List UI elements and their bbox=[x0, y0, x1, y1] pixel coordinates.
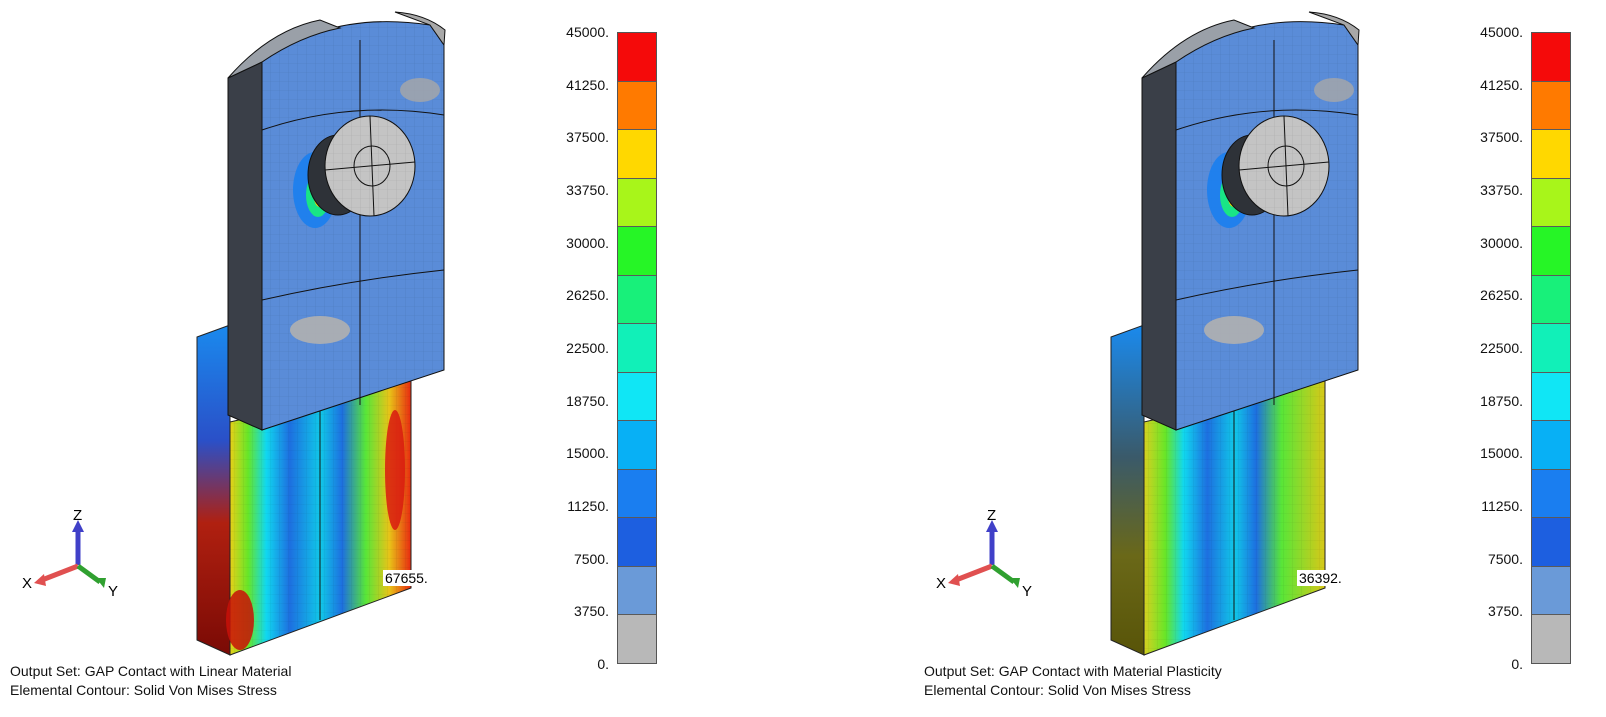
legend-label: 30000. bbox=[566, 234, 609, 251]
triad-y-label: Y bbox=[1022, 583, 1032, 600]
legend-swatch bbox=[618, 33, 656, 82]
legend-swatch bbox=[618, 275, 656, 325]
legend-label: 11250. bbox=[1481, 498, 1523, 514]
legend-label: 11250. bbox=[567, 498, 609, 514]
legend-swatch bbox=[1532, 421, 1570, 470]
legend-swatch bbox=[618, 178, 656, 228]
fe-model-view: Z X Y bbox=[22, 11, 446, 656]
legend-swatch bbox=[1532, 275, 1570, 325]
legend-label: 45000. bbox=[1480, 24, 1523, 40]
legend-label: 26250. bbox=[566, 287, 609, 304]
legend-label: 7500. bbox=[1487, 550, 1523, 567]
legend-swatch bbox=[1532, 81, 1570, 131]
triad-x-label: X bbox=[22, 575, 32, 592]
legend-color-bar bbox=[617, 32, 657, 664]
legend-label: 3750. bbox=[573, 603, 609, 620]
axis-triad: Z X Y bbox=[22, 507, 118, 600]
triad-x-label: X bbox=[936, 575, 946, 592]
output-set-caption: Output Set: GAP Contact with Material Pl… bbox=[924, 663, 1222, 679]
contour-caption: Elemental Contour: Solid Von Mises Stres… bbox=[924, 682, 1191, 698]
legend-label: 0. bbox=[597, 656, 609, 672]
legend-label: 41250. bbox=[1480, 76, 1523, 93]
contour-caption: Elemental Contour: Solid Von Mises Stres… bbox=[10, 682, 277, 698]
legend-label: 41250. bbox=[566, 76, 609, 93]
legend-label: 37500. bbox=[1480, 129, 1523, 146]
result-panel-linear: Z X Y 67655. 45000. 41250. 37500. 33750. 300… bbox=[10, 11, 657, 698]
legend-label: 45000. bbox=[566, 24, 609, 40]
max-stress-label: 36392. bbox=[1297, 570, 1344, 586]
legend-swatch bbox=[618, 469, 656, 519]
legend-label: 18750. bbox=[1480, 392, 1523, 409]
legend-swatch bbox=[618, 566, 656, 616]
legend-swatch bbox=[618, 130, 656, 179]
legend-swatch bbox=[618, 518, 656, 567]
legend-label: 15000. bbox=[566, 445, 609, 462]
result-panel-plasticity: Z X Y 36392. 45000. 41250. 37500. 33750. 300… bbox=[914, 0, 1606, 717]
legend-swatch bbox=[1532, 566, 1570, 616]
legend-swatch bbox=[618, 421, 656, 470]
legend-color-bar bbox=[1531, 32, 1571, 664]
legend-swatch bbox=[1532, 227, 1570, 276]
legend-label: 26250. bbox=[1480, 287, 1523, 304]
lower-block-side-face bbox=[196, 324, 231, 656]
legend-swatch bbox=[1532, 469, 1570, 519]
legend-swatch bbox=[1532, 372, 1570, 422]
legend-label: 33750. bbox=[1480, 182, 1523, 198]
legend-swatch bbox=[1532, 178, 1570, 228]
legend-label: 22500. bbox=[566, 340, 609, 356]
legend-swatch bbox=[1532, 33, 1570, 82]
legend-swatch bbox=[1532, 324, 1570, 373]
legend-label: 0. bbox=[1511, 656, 1523, 672]
triad-z-label: Z bbox=[987, 507, 996, 524]
legend-label: 22500. bbox=[1480, 340, 1523, 356]
legend-label: 18750. bbox=[566, 392, 609, 409]
output-set-caption: Output Set: GAP Contact with Linear Mate… bbox=[10, 663, 292, 679]
triad-y-label: Y bbox=[108, 583, 118, 600]
legend-swatch bbox=[618, 324, 656, 373]
fe-model-view: Z X Y bbox=[936, 11, 1360, 656]
legend-swatch bbox=[618, 372, 656, 422]
legend-label: 15000. bbox=[1480, 445, 1523, 462]
legend-label: 7500. bbox=[573, 550, 609, 567]
legend-swatch bbox=[1532, 615, 1570, 663]
legend-swatch bbox=[618, 81, 656, 131]
triad-z-label: Z bbox=[73, 507, 82, 524]
legend-label: 33750. bbox=[566, 182, 609, 198]
legend-swatch bbox=[1532, 518, 1570, 567]
lug-side-face bbox=[227, 61, 263, 431]
legend-label: 30000. bbox=[1480, 234, 1523, 251]
max-stress-label: 67655. bbox=[383, 570, 430, 586]
axis-triad: Z X Y bbox=[936, 507, 1032, 600]
legend-swatch bbox=[1532, 130, 1570, 179]
legend-label: 37500. bbox=[566, 129, 609, 146]
legend-swatch bbox=[618, 615, 656, 663]
legend-label: 3750. bbox=[1487, 603, 1523, 620]
legend-swatch bbox=[618, 227, 656, 276]
